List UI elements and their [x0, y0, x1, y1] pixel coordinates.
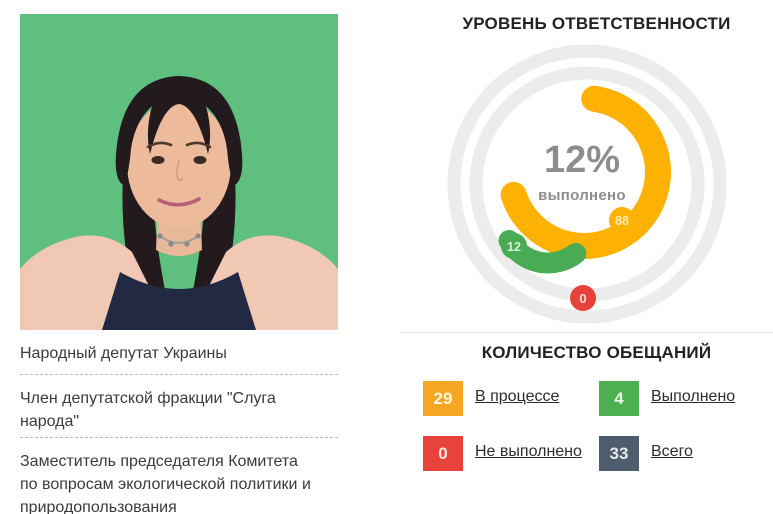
svg-text:выполнено: выполнено [538, 187, 626, 204]
svg-text:0: 0 [579, 291, 586, 306]
svg-text:12: 12 [507, 240, 521, 254]
svg-text:88: 88 [615, 214, 629, 228]
svg-text:12%: 12% [544, 139, 620, 181]
